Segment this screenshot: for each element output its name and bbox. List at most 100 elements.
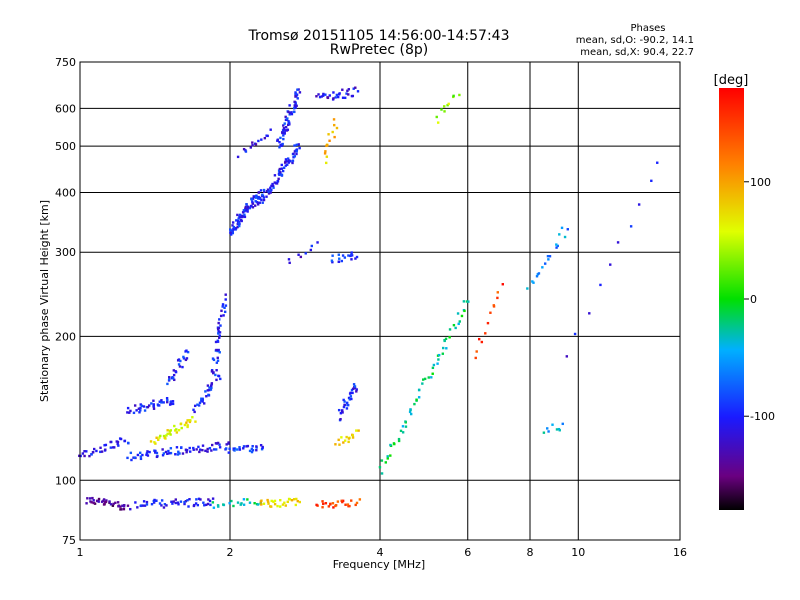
data-point <box>179 422 183 426</box>
data-point <box>197 445 200 449</box>
data-point <box>273 499 277 503</box>
data-point <box>443 110 446 113</box>
data-point <box>251 444 254 448</box>
data-point <box>166 382 169 386</box>
data-point <box>286 128 290 131</box>
data-point <box>280 163 283 167</box>
data-point <box>284 504 287 507</box>
data-point <box>136 506 139 509</box>
data-point <box>599 283 602 287</box>
data-point <box>211 497 215 500</box>
data-point <box>185 421 188 424</box>
colorbar <box>719 88 744 510</box>
data-point <box>338 257 341 260</box>
data-point <box>266 500 270 503</box>
colorbar-tick-label: 0 <box>750 293 757 306</box>
data-point <box>224 447 228 450</box>
data-point <box>282 124 285 127</box>
data-point <box>236 225 239 229</box>
data-point <box>256 503 260 506</box>
data-point <box>115 440 118 443</box>
data-point <box>176 453 180 456</box>
data-point <box>229 233 233 236</box>
data-point <box>171 400 175 403</box>
data-point <box>152 501 156 504</box>
data-point <box>262 188 266 192</box>
data-point <box>460 314 464 318</box>
data-point <box>295 497 298 501</box>
data-point <box>296 97 299 100</box>
data-point <box>431 366 435 370</box>
data-point <box>299 255 303 259</box>
data-point <box>204 449 207 453</box>
data-point <box>261 446 264 450</box>
data-point <box>250 205 253 208</box>
data-point <box>188 420 192 424</box>
data-point <box>210 382 214 385</box>
data-point <box>143 409 147 412</box>
data-point <box>331 260 334 264</box>
y-tick-label: 400 <box>55 186 76 199</box>
data-point <box>277 169 281 172</box>
data-point <box>100 450 104 453</box>
data-point <box>145 503 149 506</box>
y-axis-ticks: 75 100 200 300 400 500 600 750 <box>55 56 76 547</box>
data-point <box>555 428 559 431</box>
data-point <box>206 502 210 506</box>
data-point <box>283 161 287 164</box>
data-point <box>139 451 142 455</box>
data-point <box>154 442 157 445</box>
data-point <box>321 94 325 97</box>
data-point <box>148 404 151 407</box>
data-point <box>288 113 291 116</box>
data-point <box>163 503 167 506</box>
data-point <box>210 369 214 373</box>
data-point <box>221 303 225 306</box>
data-point <box>215 348 218 352</box>
data-point <box>114 501 117 505</box>
data-point <box>174 370 178 374</box>
data-point <box>164 450 168 454</box>
data-point <box>140 504 143 507</box>
data-point <box>321 506 324 509</box>
data-point <box>216 441 220 445</box>
data-point <box>92 447 96 451</box>
data-point <box>378 466 382 469</box>
data-point <box>116 501 120 504</box>
data-point <box>166 400 169 404</box>
data-point <box>129 507 132 511</box>
data-point <box>175 446 179 449</box>
data-point <box>294 106 297 109</box>
data-point <box>276 138 280 141</box>
data-point <box>193 410 196 414</box>
data-point <box>192 408 195 412</box>
phase-stats-x: mean, sd,X: 90.4, 22.7 <box>580 47 694 58</box>
data-point <box>172 369 176 372</box>
data-point <box>298 91 302 94</box>
data-point <box>282 128 286 131</box>
data-point <box>343 256 347 259</box>
data-point <box>489 311 492 314</box>
data-point <box>448 328 452 331</box>
data-point <box>91 496 94 500</box>
data-point <box>257 139 260 143</box>
data-point <box>330 259 334 262</box>
data-point <box>284 115 287 119</box>
data-point <box>526 287 529 290</box>
x-tick-label: 2 <box>227 546 234 559</box>
data-point <box>215 361 219 364</box>
data-point <box>173 424 176 428</box>
data-point <box>431 372 434 375</box>
data-point <box>154 449 157 453</box>
data-point <box>334 443 337 446</box>
data-point <box>548 255 552 258</box>
data-point <box>457 322 460 326</box>
data-point <box>201 444 205 447</box>
data-point <box>168 452 171 455</box>
data-point <box>169 447 173 450</box>
data-point <box>389 454 392 457</box>
data-point <box>122 507 126 511</box>
data-point <box>183 500 186 504</box>
data-point <box>282 127 286 130</box>
data-point <box>199 498 202 501</box>
